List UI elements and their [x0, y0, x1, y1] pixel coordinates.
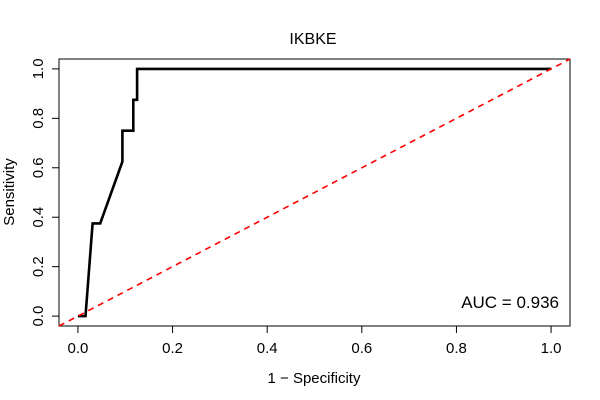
- x-tick-label: 0.4: [257, 340, 278, 357]
- x-tick-label: 0.8: [446, 340, 467, 357]
- series-layer: [58, 58, 571, 327]
- y-tick-label: 0.6: [30, 157, 47, 178]
- y-tick-label: 0.0: [30, 306, 47, 327]
- x-tick-label: 0.0: [67, 340, 88, 357]
- y-tick-label: 0.8: [30, 108, 47, 129]
- x-tick-label: 0.2: [162, 340, 183, 357]
- y-axis-label: Sensitivity: [1, 158, 18, 226]
- y-tick-label: 1.0: [30, 58, 47, 79]
- y-tick-label: 0.4: [30, 207, 47, 228]
- plot-frame: [58, 58, 571, 327]
- chart-title: IKBKE: [289, 31, 336, 48]
- x-axis-label: 1 − Specificity: [268, 370, 361, 387]
- reference-diagonal-line: [58, 58, 571, 327]
- x-tick-label: 1.0: [541, 340, 562, 357]
- auc-annotation: AUC = 0.936: [461, 293, 559, 312]
- x-tick-label: 0.6: [351, 340, 372, 357]
- y-axis: 0.0 0.2 0.4 0.6 0.8 1.0: [30, 58, 59, 327]
- roc-curve-line: [77, 67, 552, 318]
- y-tick-label: 0.2: [30, 256, 47, 277]
- x-axis: 0.0 0.2 0.4 0.6 0.8 1.0: [67, 326, 562, 357]
